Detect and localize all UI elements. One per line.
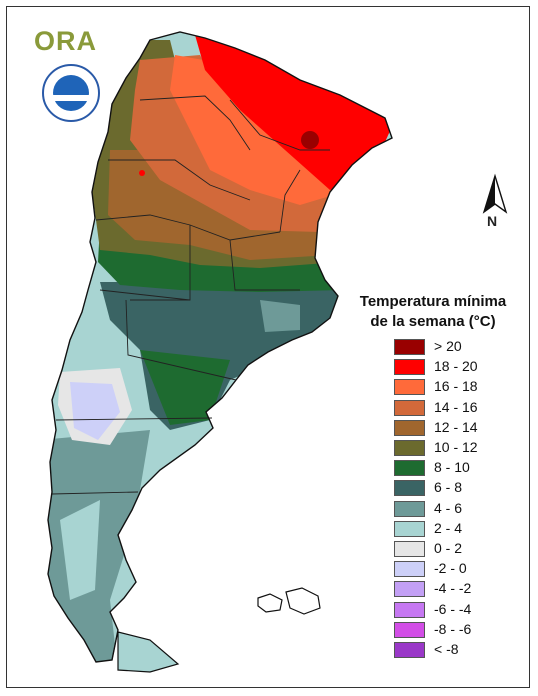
legend-swatch bbox=[394, 561, 425, 578]
legend-label: < -8 bbox=[434, 641, 459, 657]
province-borders bbox=[51, 95, 330, 661]
legend-row: < -8 bbox=[394, 640, 524, 658]
legend-row: 18 - 20 bbox=[394, 357, 524, 376]
legend-label: 8 - 10 bbox=[434, 459, 470, 476]
legend-swatch bbox=[394, 541, 425, 557]
legend-row: -8 - -6 bbox=[394, 620, 524, 638]
legend-swatch bbox=[394, 460, 425, 477]
legend-title-line1: Temperatura mínima bbox=[359, 293, 507, 310]
legend-swatch bbox=[394, 500, 425, 517]
legend-row: -4 - -2 bbox=[394, 579, 524, 598]
legend-row: 12 - 14 bbox=[394, 418, 524, 436]
legend-swatch bbox=[394, 359, 425, 376]
legend-row: 6 - 8 bbox=[394, 478, 524, 497]
legend-label: 14 - 16 bbox=[434, 398, 478, 415]
legend-swatch bbox=[394, 440, 425, 456]
legend-title-line2: de la semana (°C) bbox=[370, 313, 496, 330]
legend-swatch bbox=[394, 642, 425, 658]
legend-row: 8 - 10 bbox=[394, 458, 524, 477]
legend-row: 2 - 4 bbox=[394, 519, 524, 537]
legend-row: > 20 bbox=[394, 337, 524, 355]
legend-swatch bbox=[394, 581, 425, 598]
north-label: N bbox=[487, 213, 498, 229]
legend-label: 10 - 12 bbox=[434, 439, 478, 455]
legend-label: -4 - -2 bbox=[434, 580, 472, 597]
legend-label: 16 - 18 bbox=[434, 378, 478, 395]
legend-swatch bbox=[394, 399, 425, 416]
institution-seal-icon bbox=[42, 64, 100, 122]
legend-row: 16 - 18 bbox=[394, 377, 524, 396]
country-outline bbox=[47, 31, 393, 663]
ora-logo: ORA bbox=[34, 26, 97, 56]
legend-swatch bbox=[394, 379, 425, 396]
north-arrow-icon bbox=[482, 173, 508, 214]
legend-label: 12 - 14 bbox=[434, 418, 478, 435]
legend-row: 10 - 12 bbox=[394, 438, 524, 456]
legend-label: -6 - -4 bbox=[434, 600, 472, 617]
legend-row: 4 - 6 bbox=[394, 499, 524, 517]
legend-label: -8 - -6 bbox=[434, 620, 472, 637]
tierra-del-fuego bbox=[117, 631, 180, 673]
legend-label: 4 - 6 bbox=[434, 499, 463, 516]
legend-label: 6 - 8 bbox=[434, 479, 463, 496]
legend-row: 0 - 2 bbox=[394, 539, 524, 557]
legend-row: 14 - 16 bbox=[394, 398, 524, 416]
malvinas-islands bbox=[257, 587, 321, 615]
legend-row: -2 - 0 bbox=[394, 559, 524, 578]
legend-title: Temperatura mínima de la semana (°C) bbox=[343, 292, 523, 332]
legend-label: 18 - 20 bbox=[434, 358, 478, 375]
legend-swatch bbox=[394, 339, 425, 355]
legend-label: 2 - 4 bbox=[434, 519, 463, 536]
legend-label: > 20 bbox=[434, 338, 462, 354]
legend-swatch bbox=[394, 480, 425, 497]
legend-row: -6 - -4 bbox=[394, 600, 524, 618]
legend-swatch bbox=[394, 601, 425, 618]
legend-swatch bbox=[394, 419, 425, 436]
legend-swatch bbox=[394, 520, 425, 537]
legend-swatch bbox=[394, 621, 425, 638]
legend-label: 0 - 2 bbox=[434, 540, 463, 556]
legend-label: -2 - 0 bbox=[434, 560, 467, 577]
